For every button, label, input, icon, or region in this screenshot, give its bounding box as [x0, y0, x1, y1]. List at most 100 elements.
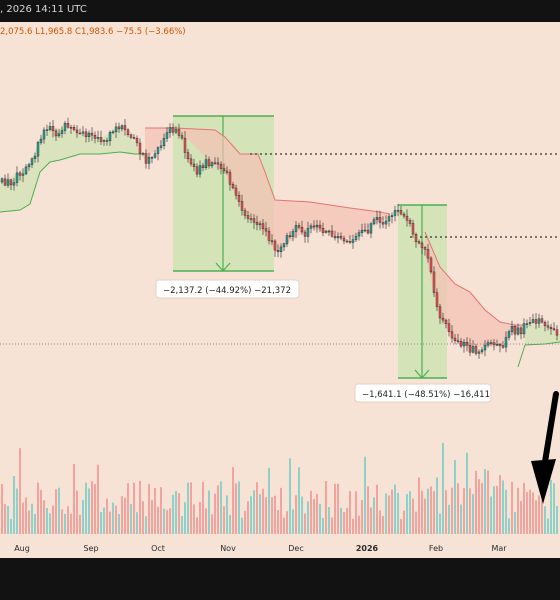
volume-bar — [25, 497, 27, 534]
volume-bar — [556, 505, 558, 534]
volume-bar — [334, 483, 336, 534]
candle-body — [441, 317, 445, 321]
volume-bar — [391, 489, 393, 534]
candle-body — [447, 323, 451, 332]
candle-body — [216, 162, 220, 165]
candle-body — [183, 137, 187, 153]
volume-bar — [511, 481, 513, 534]
volume-bar — [355, 491, 357, 534]
volume-bar — [274, 495, 276, 534]
candle-body — [99, 137, 103, 142]
candle-body — [495, 344, 499, 346]
volume-bar — [22, 502, 24, 534]
x-axis: Aug Sep Oct Nov Dec 2026 Feb Mar — [14, 544, 507, 553]
candle-body — [210, 162, 214, 167]
candle-body — [156, 147, 160, 154]
volume-bar — [487, 470, 489, 534]
volume-bar — [499, 474, 501, 534]
candle-body — [138, 142, 142, 154]
candle-body — [222, 168, 226, 171]
candle-body — [300, 227, 304, 233]
candle-body — [252, 218, 256, 223]
volume-bar — [82, 500, 84, 534]
volume-bar — [505, 489, 507, 534]
volume-bar — [253, 490, 255, 534]
candle-body — [306, 228, 310, 237]
volume-bar — [61, 509, 63, 534]
candle-body — [456, 340, 460, 342]
support-band-2-tail — [517, 344, 526, 368]
volume-bar — [322, 517, 324, 534]
candle-body — [474, 346, 478, 354]
volume-bar — [394, 484, 396, 534]
candle-body — [459, 341, 463, 347]
candle-body — [225, 170, 229, 173]
candle-body — [93, 134, 97, 139]
volume-bar — [133, 482, 135, 534]
volume-bar — [88, 488, 90, 534]
candle-body — [168, 127, 172, 133]
volume-bar — [283, 517, 285, 534]
x-tick-label: Oct — [151, 544, 165, 553]
candle-body — [468, 345, 472, 353]
candle-body — [171, 127, 175, 133]
volume-bar — [271, 497, 273, 534]
candle-body — [243, 210, 247, 216]
candle-body — [351, 239, 355, 243]
support-band-2-fill — [525, 324, 560, 345]
candle-body — [372, 219, 376, 225]
candle-body — [132, 137, 136, 139]
candle-body — [285, 235, 289, 245]
candle-body — [339, 236, 343, 239]
support-band-1-fill — [0, 128, 145, 212]
candle-body — [330, 230, 334, 237]
volume-bar — [235, 483, 237, 534]
volume-bar — [541, 500, 543, 534]
ohlc-legend: 2,075.6 L1,965.8 C1,983.6 −75.5 (−3.66%) — [0, 27, 186, 37]
candle-body — [333, 235, 337, 239]
measure-label-1: −2,137.2 (−44.92%) −21,372 — [163, 286, 291, 296]
candle-body — [141, 153, 145, 155]
candle-body — [234, 187, 238, 196]
candle-body — [360, 229, 364, 233]
candle-body — [429, 257, 433, 273]
volume-bar — [478, 479, 480, 534]
candle-body — [288, 235, 292, 238]
candle-body — [33, 155, 37, 159]
candle-body — [375, 217, 379, 220]
candle-body — [489, 342, 493, 344]
volume-bar — [175, 491, 177, 534]
volume-bar — [424, 498, 426, 534]
volume-bar — [187, 482, 189, 534]
volume-bar — [388, 495, 390, 534]
volume-bar — [325, 481, 327, 534]
candle-body — [135, 137, 139, 144]
candle-body — [279, 246, 283, 253]
volume-bar — [130, 503, 132, 534]
volume-bar — [409, 491, 411, 534]
candle-body — [126, 129, 130, 136]
candle-body — [396, 210, 400, 212]
volume-bar — [256, 482, 258, 534]
candle-body — [201, 165, 205, 169]
volume-bar — [451, 487, 453, 534]
volume-bar — [490, 496, 492, 534]
volume-bar — [205, 508, 207, 534]
candle-body — [66, 123, 70, 128]
volume-bar — [238, 481, 240, 534]
x-tick-label: Dec — [288, 544, 303, 553]
volume-bar — [331, 517, 333, 534]
measure-label-2: −1,641.1 (−48.51%) −16,411 — [362, 390, 490, 400]
volume-bar — [496, 485, 498, 534]
volume-bar — [193, 504, 195, 534]
candle-body — [480, 349, 484, 353]
candle-body — [246, 215, 250, 219]
volume-bar — [364, 456, 366, 534]
volume-bar — [535, 500, 537, 534]
volume-bar — [160, 487, 162, 534]
price-chart[interactable]: 2,075.6 L1,965.8 C1,983.6 −75.5 (−3.66%)… — [0, 22, 560, 558]
volume-bar — [136, 512, 138, 534]
chart-area[interactable]: 2,075.6 L1,965.8 C1,983.6 −75.5 (−3.66%)… — [0, 22, 560, 558]
volume-bar — [376, 484, 378, 534]
volume-bar — [16, 488, 18, 534]
